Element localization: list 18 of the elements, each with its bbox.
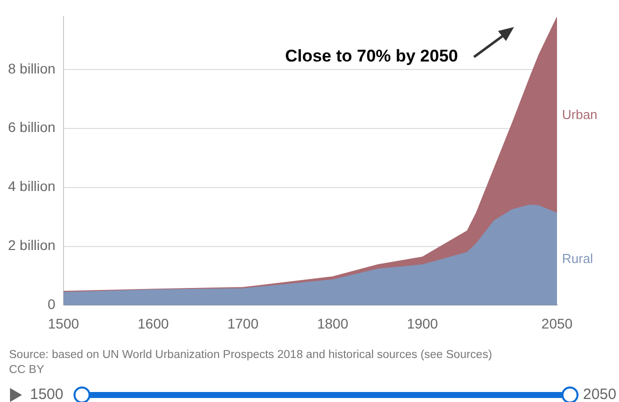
y-tick-label: 8 billion: [8, 60, 56, 76]
y-tick-label: 6 billion: [8, 119, 56, 136]
y-tick-label: 0: [48, 296, 56, 312]
x-tick-label: 1900: [406, 315, 438, 332]
text: 2050: [583, 386, 616, 402]
x-tick-label: 2050: [541, 315, 573, 332]
annotation: Close to 70% by 2050: [285, 46, 458, 66]
x-tick-label: 1800: [317, 315, 348, 332]
series-label: Urban: [562, 106, 598, 122]
x-tick-label: 1600: [138, 315, 169, 332]
x-tick-label: 1500: [48, 315, 80, 332]
text: CC BY: [9, 363, 46, 378]
x-tick-label: 1700: [227, 315, 259, 332]
source-note: Source: based on UN World Urbanization Prospects 2018 and historical sources (see Sources): [9, 348, 492, 363]
y-tick-label: 4 billion: [8, 178, 56, 194]
series-label: Rural: [562, 250, 594, 266]
text: 1500: [30, 386, 64, 402]
y-tick-label: 2 billion: [8, 237, 56, 254]
